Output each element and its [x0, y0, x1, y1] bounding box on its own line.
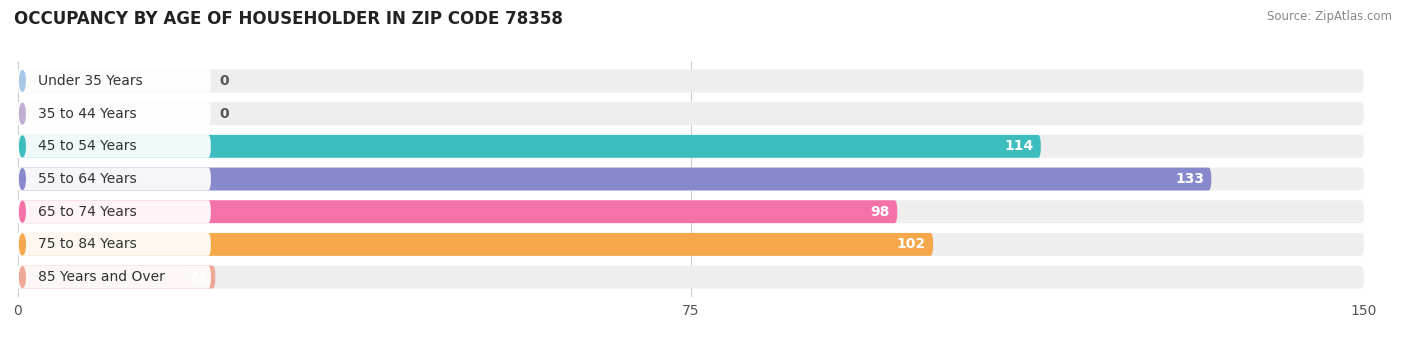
- Text: Source: ZipAtlas.com: Source: ZipAtlas.com: [1267, 10, 1392, 23]
- Circle shape: [20, 234, 25, 255]
- FancyBboxPatch shape: [18, 266, 1364, 288]
- Text: Under 35 Years: Under 35 Years: [38, 74, 142, 88]
- FancyBboxPatch shape: [18, 200, 1364, 223]
- FancyBboxPatch shape: [18, 167, 1364, 191]
- FancyBboxPatch shape: [14, 233, 211, 256]
- Circle shape: [20, 267, 25, 287]
- FancyBboxPatch shape: [18, 200, 897, 223]
- Text: 45 to 54 Years: 45 to 54 Years: [38, 139, 136, 153]
- Text: 35 to 44 Years: 35 to 44 Years: [38, 107, 136, 121]
- FancyBboxPatch shape: [18, 233, 934, 256]
- FancyBboxPatch shape: [14, 102, 211, 125]
- Circle shape: [20, 103, 25, 124]
- FancyBboxPatch shape: [14, 200, 211, 223]
- FancyBboxPatch shape: [18, 266, 215, 288]
- FancyBboxPatch shape: [18, 135, 1040, 158]
- Circle shape: [20, 169, 25, 189]
- Text: 133: 133: [1175, 172, 1204, 186]
- FancyBboxPatch shape: [14, 167, 211, 191]
- Text: 0: 0: [219, 74, 229, 88]
- Text: 65 to 74 Years: 65 to 74 Years: [38, 205, 136, 219]
- Text: 0: 0: [219, 107, 229, 121]
- FancyBboxPatch shape: [14, 266, 211, 288]
- Text: 98: 98: [870, 205, 890, 219]
- Text: 55 to 64 Years: 55 to 64 Years: [38, 172, 136, 186]
- FancyBboxPatch shape: [14, 70, 211, 92]
- Text: 102: 102: [897, 237, 927, 251]
- Text: 75 to 84 Years: 75 to 84 Years: [38, 237, 136, 251]
- FancyBboxPatch shape: [18, 167, 1212, 191]
- FancyBboxPatch shape: [14, 135, 211, 158]
- Circle shape: [20, 202, 25, 222]
- FancyBboxPatch shape: [18, 233, 1364, 256]
- Text: 114: 114: [1004, 139, 1033, 153]
- Text: 22: 22: [188, 270, 208, 284]
- Circle shape: [20, 136, 25, 157]
- Text: OCCUPANCY BY AGE OF HOUSEHOLDER IN ZIP CODE 78358: OCCUPANCY BY AGE OF HOUSEHOLDER IN ZIP C…: [14, 10, 562, 28]
- Circle shape: [20, 71, 25, 91]
- FancyBboxPatch shape: [18, 70, 1364, 92]
- FancyBboxPatch shape: [18, 135, 1364, 158]
- FancyBboxPatch shape: [18, 102, 1364, 125]
- Text: 85 Years and Over: 85 Years and Over: [38, 270, 165, 284]
